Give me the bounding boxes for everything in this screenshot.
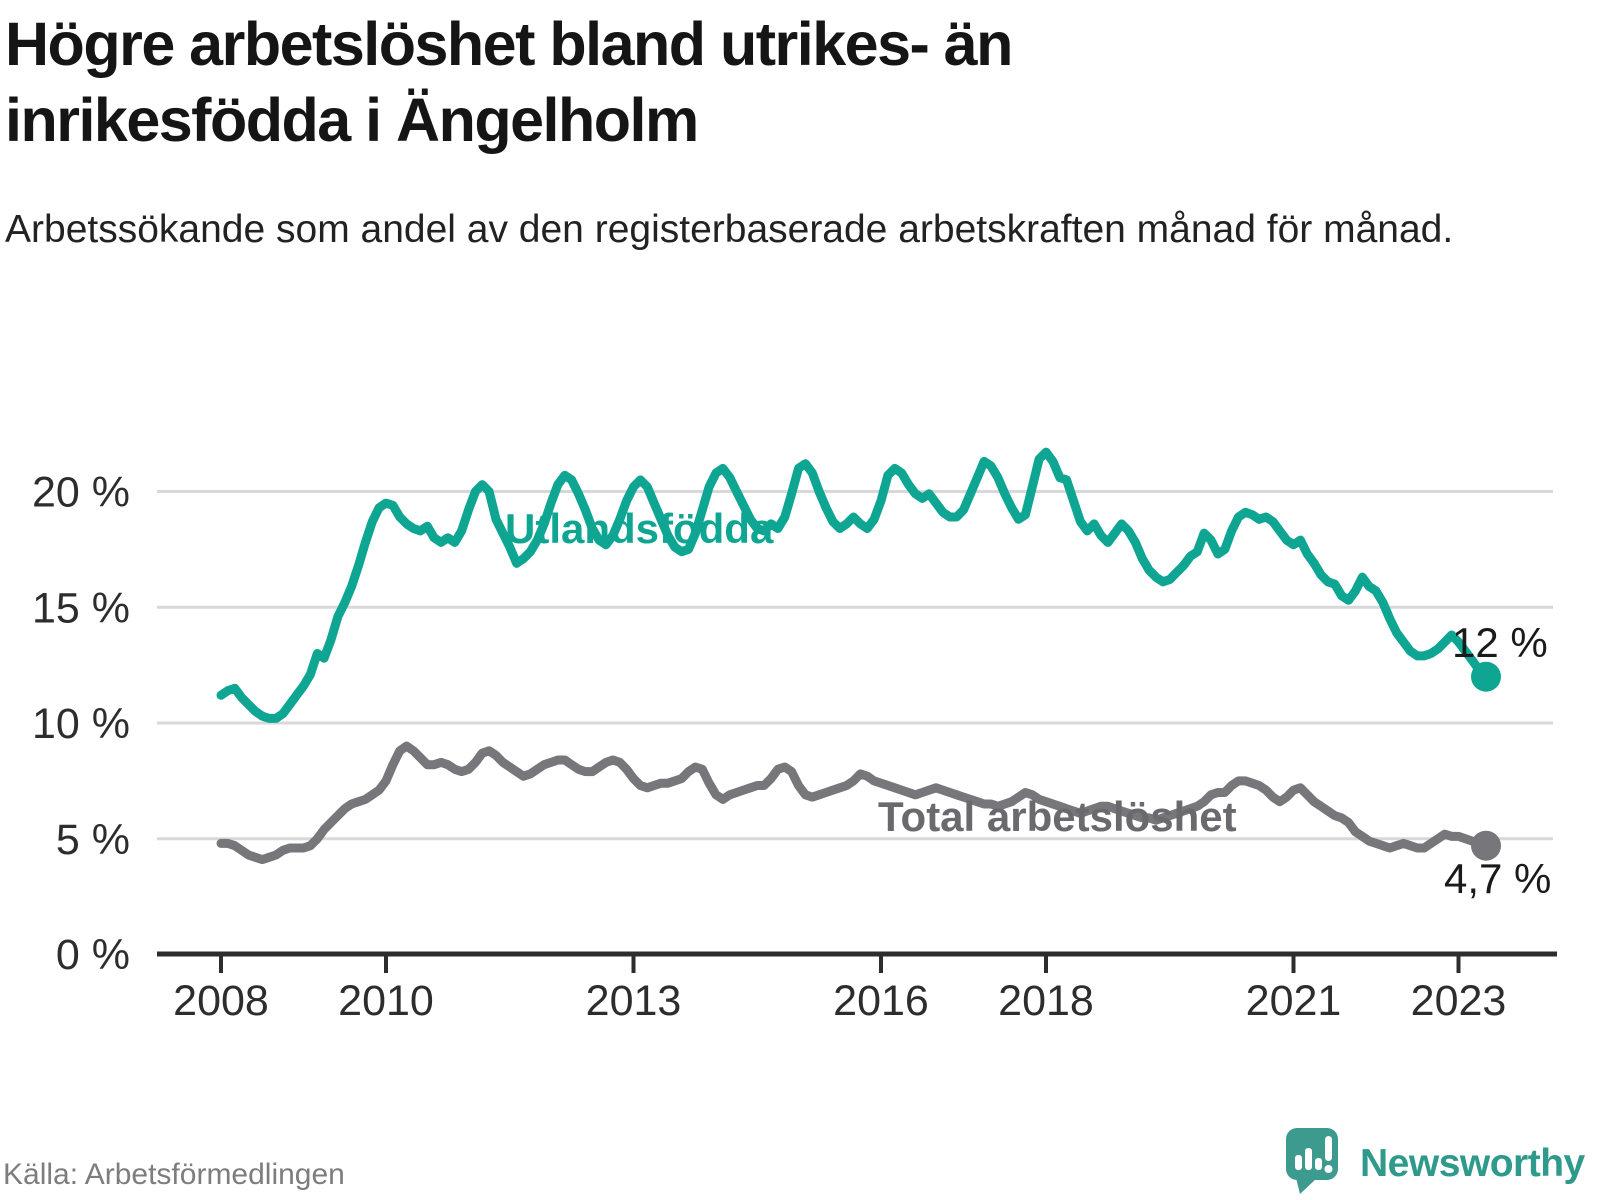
brand: Newsworthy (1284, 1126, 1585, 1200)
y-axis-labels: 0 % 5 % 10 % 15 % 20 % (32, 469, 130, 980)
y-tick-label: 5 % (56, 816, 130, 864)
end-value-label-utlandsfodda: 12 % (1452, 619, 1548, 666)
gridlines (157, 490, 1553, 841)
y-tick-label: 0 % (56, 931, 130, 979)
y-tick-label: 10 % (32, 700, 130, 748)
brand-wordmark: Newsworthy (1360, 1142, 1585, 1185)
y-tick-label: 15 % (32, 584, 130, 632)
y-tick-label: 20 % (32, 469, 130, 517)
end-value-label-total-arbetsloshet: 4,7 % (1444, 855, 1551, 902)
series-endpoint-utlandsfodda (1471, 661, 1501, 692)
x-tick-label: 2018 (998, 977, 1094, 1025)
x-tick-label: 2023 (1411, 977, 1507, 1025)
series-endpoint-total-arbetsloshet (1471, 830, 1501, 861)
x-tick-label: 2016 (833, 977, 929, 1025)
source-note: Källa: Arbetsförmedlingen (3, 1158, 345, 1191)
x-axis-ticks (219, 954, 1461, 973)
x-tick-label: 2021 (1246, 977, 1342, 1025)
x-tick-label: 2013 (586, 977, 682, 1025)
series-line-utlandsfodda (216, 447, 1491, 723)
page-subtitle: Arbetssökande som andel av den registerb… (5, 208, 1454, 251)
x-tick-label: 2008 (173, 977, 269, 1025)
series-line-total-arbetsloshet (216, 741, 1491, 865)
series-label-total-arbetsloshet: Total arbetslöshet (878, 793, 1237, 840)
page-title: Högre arbetslöshet bland utrikes- än inr… (5, 10, 1013, 155)
x-axis-labels: 2008 2010 2013 2016 2018 2021 2023 (173, 977, 1506, 1025)
x-tick-label: 2010 (338, 977, 434, 1025)
series-label-utlandsfodda: Utlandsfödda (505, 505, 774, 552)
bar-chart-speech-bubble-icon (1286, 1128, 1338, 1194)
